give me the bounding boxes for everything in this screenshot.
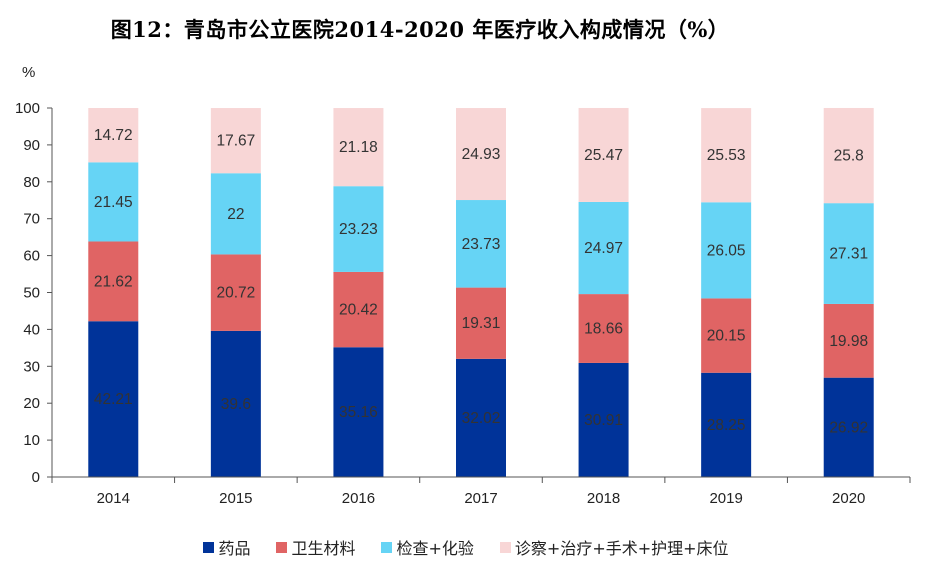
legend-item-0: 药品 xyxy=(203,535,250,559)
bar-segment-2016-series-1 xyxy=(333,271,384,348)
bar-segment-2016-series-0 xyxy=(333,347,384,477)
data-label-2018-series-3: 25.47 xyxy=(584,147,623,164)
bar-segment-2018-series-2 xyxy=(578,201,629,295)
data-label-2014-series-3: 14.72 xyxy=(94,127,133,144)
bar-segment-2016-series-3 xyxy=(333,108,384,187)
x-tick-label-2016: 2016 xyxy=(342,490,375,507)
bar-segment-2015-series-0 xyxy=(210,330,261,477)
legend-swatch-1 xyxy=(276,541,288,553)
y-tick-label-30: 30 xyxy=(23,358,40,375)
data-label-2020-series-1: 19.98 xyxy=(829,333,868,350)
data-label-2020-series-3: 25.8 xyxy=(834,148,864,165)
data-label-2016-series-1: 20.42 xyxy=(339,302,378,319)
bar-segment-2014-series-1 xyxy=(88,241,139,322)
bar-segment-2019-series-1 xyxy=(701,298,752,373)
data-label-2015-series-2: 22 xyxy=(227,206,244,223)
legend-swatch-3 xyxy=(499,541,511,553)
legend-label-3: 诊察+治疗+手术+护理+床位 xyxy=(514,539,729,558)
data-label-2015-series-3: 17.67 xyxy=(216,133,255,150)
legend-item-2: 检查+化验 xyxy=(381,535,474,559)
y-tick-label-100: 100 xyxy=(15,100,40,117)
data-label-2017-series-3: 24.93 xyxy=(462,146,501,163)
y-axis-unit-label: % xyxy=(22,64,35,81)
data-label-2018-series-0: 30.91 xyxy=(584,412,623,429)
bars-group xyxy=(88,107,874,477)
y-tick-label-60: 60 xyxy=(23,248,40,265)
bar-segment-2014-series-3 xyxy=(88,108,139,163)
data-label-2014-series-2: 21.45 xyxy=(94,194,133,211)
bar-segment-2014-series-2 xyxy=(88,162,139,242)
data-label-2016-series-0: 35.16 xyxy=(339,404,378,421)
data-label-2014-series-0: 42.21 xyxy=(94,391,133,408)
bar-segment-2019-series-0 xyxy=(701,372,752,477)
bar-segment-2019-series-2 xyxy=(701,202,752,299)
y-tick-label-80: 80 xyxy=(23,174,40,191)
bar-segment-2014-series-0 xyxy=(88,321,139,477)
bar-segment-2020-series-2 xyxy=(823,203,874,304)
bar-segment-2018-series-1 xyxy=(578,294,629,363)
bar-segment-2016-series-2 xyxy=(333,186,384,272)
y-tick-label-70: 70 xyxy=(23,211,40,228)
data-label-2017-series-2: 23.73 xyxy=(462,236,501,253)
bar-segment-2017-series-2 xyxy=(456,200,506,288)
x-tick-label-2014: 2014 xyxy=(97,490,130,507)
bar-segment-2015-series-2 xyxy=(210,173,261,255)
legend: 药品 卫生材料 检查+化验 诊察+治疗+手术+护理+床位 xyxy=(0,535,932,559)
data-label-2015-series-0: 39.6 xyxy=(221,396,251,413)
data-label-2017-series-0: 32.02 xyxy=(462,410,501,427)
data-label-2017-series-1: 19.31 xyxy=(462,315,501,332)
x-tick-label-2019: 2019 xyxy=(709,490,742,507)
legend-item-1: 卫生材料 xyxy=(276,535,355,559)
legend-label-2: 检查+化验 xyxy=(396,539,474,558)
y-tick-label-0: 0 xyxy=(32,469,40,486)
legend-label-1: 卫生材料 xyxy=(291,539,356,558)
data-label-2020-series-0: 26.92 xyxy=(829,419,868,436)
legend-item-3: 诊察+治疗+手术+护理+床位 xyxy=(499,535,729,559)
data-label-2014-series-1: 21.62 xyxy=(94,273,133,290)
data-label-2020-series-2: 27.31 xyxy=(829,246,868,263)
data-label-2019-series-2: 26.05 xyxy=(707,242,746,259)
bar-segment-2019-series-3 xyxy=(701,108,752,203)
y-tick-label-50: 50 xyxy=(23,285,40,302)
bar-segment-2015-series-1 xyxy=(210,254,261,331)
x-tick-label-2018: 2018 xyxy=(587,490,620,507)
axes-group: 0 10 20 30 40 50 60 70 80 90 100 2014 2015 2016 2017 20… xyxy=(15,100,911,507)
y-tick-label-40: 40 xyxy=(23,321,40,338)
bar-segment-2018-series-0 xyxy=(578,362,629,477)
bar-segment-2015-series-3 xyxy=(210,108,261,174)
data-labels-group: 42.21 21.62 21.45 14.72 39.6 20.72 22 17.67 35.1… xyxy=(94,127,868,436)
y-tick-label-90: 90 xyxy=(23,137,40,154)
y-tick-label-20: 20 xyxy=(23,395,40,412)
data-label-2019-series-3: 25.53 xyxy=(707,147,746,164)
chart-title: 图12：青岛市公立医院2014-2020 年医疗收入构成情况（%） xyxy=(110,17,730,42)
x-tick-label-2015: 2015 xyxy=(219,490,252,507)
stacked-bar-chart: % 42.21 21.62 21.45 14.72 39.6 20.72 22 17.67 35… xyxy=(15,64,911,507)
bar-segment-2017-series-1 xyxy=(456,287,506,359)
bar-segment-2020-series-3 xyxy=(823,107,874,204)
legend-swatch-2 xyxy=(381,541,393,553)
legend-label-0: 药品 xyxy=(218,539,251,558)
bar-segment-2018-series-3 xyxy=(578,107,629,202)
bar-segment-2020-series-1 xyxy=(823,303,874,378)
bar-segment-2020-series-0 xyxy=(823,377,874,477)
data-label-2018-series-1: 18.66 xyxy=(584,321,623,338)
data-label-2016-series-3: 21.18 xyxy=(339,139,378,156)
x-tick-label-2020: 2020 xyxy=(832,490,865,507)
data-label-2016-series-2: 23.23 xyxy=(339,221,378,238)
x-tick-label-2017: 2017 xyxy=(464,490,497,507)
data-label-2015-series-1: 20.72 xyxy=(216,285,255,302)
y-tick-label-10: 10 xyxy=(23,432,40,449)
data-label-2019-series-1: 20.15 xyxy=(707,328,746,345)
bar-segment-2017-series-3 xyxy=(456,108,506,201)
data-label-2019-series-0: 28.25 xyxy=(707,417,746,434)
legend-swatch-0 xyxy=(203,541,215,553)
data-label-2018-series-2: 24.97 xyxy=(584,240,623,257)
bar-segment-2017-series-0 xyxy=(456,358,506,477)
